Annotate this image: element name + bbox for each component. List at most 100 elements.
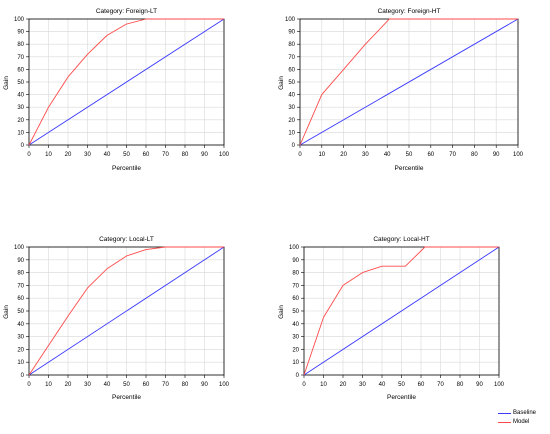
y-tick-label: 20 [292, 347, 299, 353]
x-tick-label: 60 [143, 152, 150, 158]
x-tick-label: 0 [27, 382, 31, 388]
series-line-baseline [28, 18, 225, 146]
y-tick-label: 50 [288, 80, 295, 86]
x-tick-label: 20 [340, 152, 347, 158]
y-tick-label: 40 [292, 322, 299, 328]
y-axis-label: Gain [3, 76, 10, 90]
x-tick-label: 0 [302, 382, 306, 388]
x-tick-label: 50 [406, 152, 413, 158]
y-tick-label: 70 [17, 283, 24, 289]
x-tick-label: 40 [104, 152, 111, 158]
y-tick-label: 50 [17, 80, 24, 86]
x-tick-label: 10 [318, 152, 325, 158]
x-tick-label: 40 [384, 152, 391, 158]
x-tick-label: 10 [45, 382, 52, 388]
series-line-model [28, 246, 224, 376]
x-tick-label: 100 [513, 152, 524, 158]
x-tick-label: 70 [162, 152, 169, 158]
x-tick-label: 100 [494, 382, 505, 388]
x-tick-label: 70 [449, 152, 456, 158]
y-tick-label: 60 [17, 67, 24, 73]
y-tick-label: 40 [17, 322, 24, 328]
chart-title: Category: Local-LT [99, 236, 154, 243]
x-tick-label: 10 [320, 382, 327, 388]
x-tick-label: 20 [65, 152, 72, 158]
y-tick-label: 10 [17, 130, 24, 136]
x-axis-label: Percentile [112, 165, 141, 172]
x-tick-label: 100 [219, 152, 230, 158]
y-tick-label: 100 [14, 17, 25, 23]
y-tick-label: 0 [21, 143, 25, 149]
y-tick-label: 40 [288, 93, 295, 99]
y-tick-label: 80 [17, 271, 24, 277]
x-tick-label: 60 [427, 152, 434, 158]
y-tick-label: 90 [288, 30, 295, 36]
x-tick-label: 60 [143, 382, 150, 388]
y-tick-label: 30 [17, 105, 24, 111]
legend-swatch-baseline [498, 413, 511, 414]
y-tick-label: 40 [17, 93, 24, 99]
y-tick-label: 30 [292, 335, 299, 341]
y-tick-label: 100 [285, 17, 296, 23]
y-tick-label: 70 [288, 55, 295, 61]
y-tick-label: 100 [289, 245, 300, 251]
x-tick-label: 60 [418, 382, 425, 388]
y-tick-label: 80 [288, 42, 295, 48]
x-tick-label: 100 [219, 382, 230, 388]
chart-title: Category: Local-HT [373, 236, 429, 243]
chart-svg-local-lt: 0 10 20 30 40 50 60 70 80 90 100 0 10 20 30 40 50 60 70 80 9… [3, 236, 230, 401]
x-tick-label: 40 [104, 382, 111, 388]
y-axis-label: Gain [3, 305, 10, 319]
x-axis-label: Percentile [395, 165, 424, 172]
y-tick-label: 90 [17, 258, 24, 264]
series-line-baseline [28, 246, 225, 376]
y-tick-label: 50 [292, 309, 299, 315]
y-tick-label: 60 [288, 67, 295, 73]
x-tick-label: 0 [27, 152, 31, 158]
y-tick-label: 100 [14, 245, 25, 251]
y-axis-label: Gain [278, 76, 285, 90]
legend-swatch-model [498, 422, 511, 423]
x-tick-label: 30 [84, 382, 91, 388]
y-tick-label: 0 [296, 373, 300, 379]
y-tick-label: 90 [17, 30, 24, 36]
x-axis-label: Percentile [112, 394, 141, 401]
y-tick-label: 50 [17, 309, 24, 315]
y-tick-label: 80 [292, 271, 299, 277]
x-tick-label: 80 [457, 382, 464, 388]
x-tick-label: 30 [359, 382, 366, 388]
x-tick-label: 90 [201, 382, 208, 388]
gain-chart-foreign-ht: 0 10 20 30 40 50 60 70 80 90 100 0 10 20 30 40 50 60 70 80 9… [275, 0, 550, 217]
x-tick-label: 90 [493, 152, 500, 158]
y-tick-label: 20 [17, 118, 24, 124]
y-tick-label: 10 [288, 130, 295, 136]
legend-item-model: Model [498, 418, 550, 427]
x-tick-label: 70 [162, 382, 169, 388]
series-line-baseline [303, 246, 500, 376]
x-tick-label: 50 [123, 382, 130, 388]
x-tick-label: 50 [398, 382, 405, 388]
y-tick-label: 10 [292, 360, 299, 366]
x-tick-label: 20 [340, 382, 347, 388]
y-tick-label: 60 [17, 296, 24, 302]
y-tick-label: 30 [288, 105, 295, 111]
chart-title: Category: Foreign-HT [378, 8, 441, 15]
y-tick-label: 80 [17, 42, 24, 48]
gain-chart-local-ht: 0 10 20 30 40 50 60 70 80 90 100 0 10 20 30 40 50 60 70 80 9… [275, 217, 550, 434]
legend-item-baseline: Baseline [498, 409, 550, 418]
y-tick-label: 20 [288, 118, 295, 124]
gain-chart-foreign-lt: 0 10 20 30 40 50 60 70 80 90 100 0 10 20 30 40 50 60 70 80 9… [0, 0, 275, 217]
legend-label-model: Model [513, 419, 530, 425]
x-tick-label: 20 [65, 382, 72, 388]
series-line-baseline [299, 18, 519, 146]
x-tick-label: 80 [182, 152, 189, 158]
y-tick-label: 10 [17, 360, 24, 366]
x-tick-label: 50 [123, 152, 130, 158]
x-tick-label: 10 [45, 152, 52, 158]
y-tick-label: 0 [292, 143, 296, 149]
legend-label-baseline: Baseline [513, 410, 537, 416]
gain-chart-local-lt: 0 10 20 30 40 50 60 70 80 90 100 0 10 20 30 40 50 60 70 80 9… [0, 217, 275, 434]
y-tick-label: 70 [292, 283, 299, 289]
y-tick-label: 70 [17, 55, 24, 61]
x-axis-label: Percentile [387, 394, 416, 401]
